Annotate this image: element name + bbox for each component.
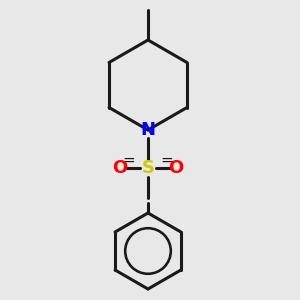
Text: N: N <box>140 121 155 139</box>
Text: =: = <box>123 152 135 167</box>
Text: S: S <box>142 159 154 177</box>
Text: O: O <box>112 159 128 177</box>
Text: =: = <box>160 152 173 167</box>
Text: O: O <box>168 159 184 177</box>
